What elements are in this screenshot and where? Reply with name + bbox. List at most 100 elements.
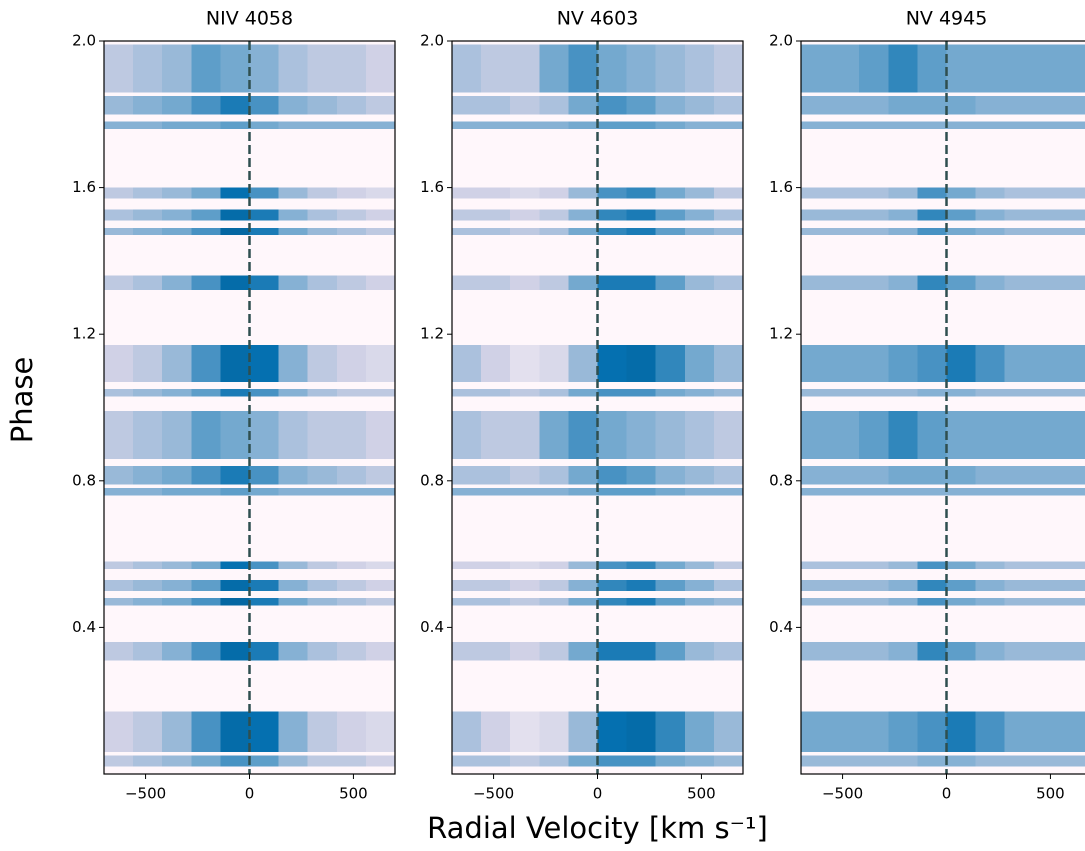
y-axis-label: Phase [5, 357, 39, 444]
heatmap-cell [191, 209, 221, 221]
heatmap-cell [917, 561, 947, 569]
heatmap-cell [365, 488, 395, 496]
heatmap-cell [104, 345, 134, 382]
heatmap-cell [481, 209, 511, 221]
heatmap-cell [307, 121, 338, 129]
heatmap-cell [597, 345, 627, 382]
heatmap-cell [539, 561, 569, 569]
heatmap-cell [946, 187, 976, 199]
heatmap-cell [597, 711, 627, 753]
heatmap-cell [859, 227, 889, 236]
y-tick-label: 0.4 [769, 618, 793, 636]
heatmap-cell [830, 44, 860, 93]
heatmap-cell [510, 389, 540, 397]
heatmap-cell [946, 411, 976, 459]
heatmap-cell [162, 95, 192, 115]
heatmap-cell [917, 345, 947, 382]
heatmap-cell [220, 345, 250, 382]
heatmap-cell [859, 95, 889, 115]
heatmap-cell [655, 121, 686, 129]
heatmap-cell [278, 187, 308, 199]
heatmap-cell [539, 466, 569, 485]
heatmap-cell [830, 466, 860, 485]
heatmap-cell [191, 44, 221, 93]
heatmap-cell [946, 598, 976, 606]
heatmap-cell [452, 209, 482, 221]
heatmap-cell [539, 755, 569, 767]
heatmap-cell [568, 209, 598, 221]
heatmap-cell [597, 44, 627, 93]
heatmap-cell [626, 95, 656, 115]
heatmap-cell [220, 275, 250, 291]
heatmap-cell [510, 209, 540, 221]
heatmap-cell [104, 411, 134, 459]
heatmap-cell [568, 488, 598, 496]
heatmap-cell [597, 755, 627, 767]
heatmap-cell [859, 711, 889, 753]
heatmap-cell [568, 44, 598, 93]
heatmap-cell [191, 275, 221, 291]
heatmap-cell [278, 411, 308, 459]
heatmap-cell [655, 44, 686, 93]
heatmap-cell [307, 345, 338, 382]
heatmap-cell [888, 488, 918, 496]
heatmap-cell [336, 95, 367, 115]
heatmap-cell [801, 711, 831, 753]
heatmap-cell [975, 488, 1005, 496]
heatmap-cell [133, 411, 163, 459]
heatmap-cell [801, 187, 831, 199]
heatmap-cell [801, 561, 831, 569]
heatmap-cell [104, 711, 134, 753]
heatmap-cell [655, 227, 686, 236]
heatmap-cell [568, 755, 598, 767]
heatmap-cell [888, 227, 918, 236]
heatmap-cell [336, 755, 367, 767]
heatmap-cell [220, 227, 250, 236]
heatmap-cell [104, 44, 134, 93]
heatmap-cell [888, 642, 918, 661]
heatmap-cell [249, 466, 279, 485]
heatmap-cell [1033, 209, 1064, 221]
heatmap-cell [481, 345, 511, 382]
heatmap-cell [191, 187, 221, 199]
heatmap-cell [1033, 345, 1064, 382]
heatmap-cell [888, 466, 918, 485]
heatmap-cell [510, 227, 540, 236]
heatmap-cell [307, 44, 338, 93]
heatmap-cell [452, 642, 482, 661]
heatmap-cell [1062, 561, 1085, 569]
heatmap-cell [104, 561, 134, 569]
heatmap-cell [626, 209, 656, 221]
heatmap-cell [626, 389, 656, 397]
plot-background [801, 41, 1085, 774]
heatmap-cell [975, 95, 1005, 115]
heatmap-cell [946, 642, 976, 661]
heatmap-cell [336, 345, 367, 382]
heatmap-cell [801, 209, 831, 221]
heatmap-cell [597, 95, 627, 115]
heatmap-cell [162, 187, 192, 199]
heatmap-cell [278, 95, 308, 115]
heatmap-cell [626, 411, 656, 459]
heatmap-cell [888, 275, 918, 291]
heatmap-cell [946, 121, 976, 129]
heatmap-cell [713, 598, 743, 606]
heatmap-cell [859, 579, 889, 591]
heatmap-cell [1004, 95, 1035, 115]
heatmap-cell [830, 488, 860, 496]
heatmap-cell [1062, 411, 1085, 459]
y-tick-label: 0.8 [72, 471, 96, 489]
heatmap-cell [975, 711, 1005, 753]
heatmap-cell [626, 579, 656, 591]
heatmap-cell [859, 411, 889, 459]
heatmap-cell [975, 466, 1005, 485]
y-tick-label: 0.8 [420, 471, 444, 489]
heatmap-cell [597, 411, 627, 459]
heatmap-cell [655, 579, 686, 591]
x-tick-label: 500 [687, 785, 716, 803]
heatmap-cell [220, 121, 250, 129]
heatmap-cell [626, 466, 656, 485]
heatmap-cell [365, 275, 395, 291]
y-tick-label: 0.8 [769, 471, 793, 489]
heatmap-cell [684, 121, 715, 129]
